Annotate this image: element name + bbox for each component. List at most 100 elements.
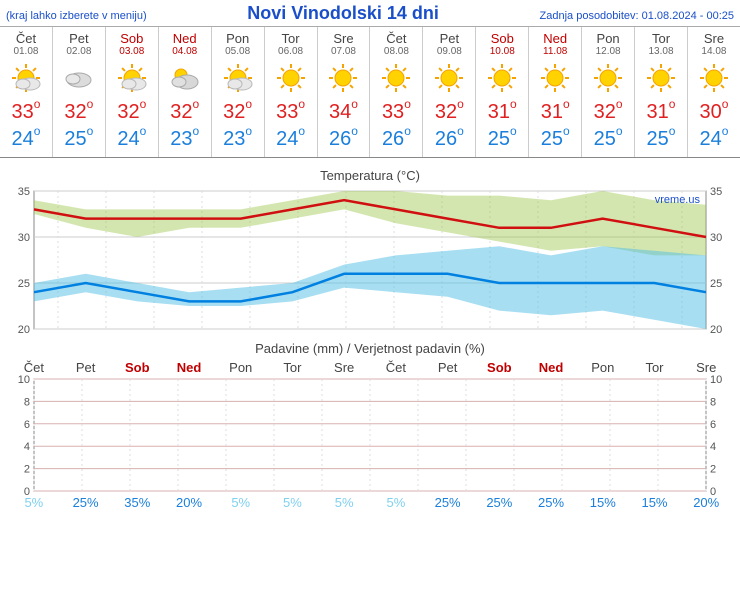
day-name: Pon <box>582 31 634 46</box>
precip-percent: 25% <box>60 495 112 510</box>
forecast-day: Ned11.08 31o 25o <box>529 27 582 157</box>
high-temp: 32o <box>53 101 105 124</box>
weather-icon <box>635 61 687 95</box>
day-date: 11.08 <box>529 46 581 57</box>
day-name: Pet <box>53 31 105 46</box>
svg-text:35: 35 <box>18 186 30 198</box>
day-date: 13.08 <box>635 46 687 57</box>
svg-text:0: 0 <box>710 486 716 495</box>
precip-percent: 5% <box>318 495 370 510</box>
svg-text:vreme.us: vreme.us <box>655 194 701 206</box>
day-date: 01.08 <box>0 46 52 57</box>
weather-icon <box>53 61 105 95</box>
weather-icon <box>529 61 581 95</box>
weather-icon <box>265 61 317 95</box>
forecast-day: Pon05.0832o23o <box>212 27 265 157</box>
menu-note: (kraj lahko izberete v meniju) <box>6 10 147 22</box>
precip-chart-title: Padavine (mm) / Verjetnost padavin (%) <box>6 341 734 356</box>
svg-text:8: 8 <box>24 396 30 408</box>
precip-percent: 20% <box>163 495 215 510</box>
svg-text:20: 20 <box>18 324 30 335</box>
precip-percent: 5% <box>267 495 319 510</box>
svg-text:25: 25 <box>18 278 30 290</box>
high-temp: 32o <box>423 101 475 124</box>
precip-percent: 25% <box>525 495 577 510</box>
precip-percent: 35% <box>111 495 163 510</box>
high-temp: 32o <box>582 101 634 124</box>
temperature-chart: 2020252530303535vreme.us <box>6 185 734 335</box>
high-temp: 31o <box>476 101 528 124</box>
precip-day-label: Ned <box>525 360 577 375</box>
precip-day-label: Pon <box>577 360 629 375</box>
low-temp: 26o <box>370 128 422 151</box>
svg-text:30: 30 <box>710 232 722 244</box>
weather-icon <box>159 61 211 95</box>
svg-text:10: 10 <box>710 375 722 386</box>
low-temp: 24o <box>0 128 52 151</box>
updated-label: Zadnja posodobitev: 01.08.2024 - 00:25 <box>540 10 734 22</box>
high-temp: 32o <box>159 101 211 124</box>
low-temp: 25o <box>53 128 105 151</box>
precip-percent: 15% <box>629 495 681 510</box>
day-date: 03.08 <box>106 46 158 57</box>
forecast-day: Tor13.08 31o 25o <box>635 27 688 157</box>
precip-percent: 5% <box>8 495 60 510</box>
high-temp: 30o <box>688 101 740 124</box>
weather-icon <box>688 61 740 95</box>
day-date: 06.08 <box>265 46 317 57</box>
forecast-days-row: Čet01.0833o24oPet02.0832o25oSob03.0832o2… <box>0 26 740 158</box>
day-name: Ned <box>159 31 211 46</box>
low-temp: 26o <box>423 128 475 151</box>
forecast-day: Sob10.0831o25o <box>476 27 529 157</box>
precip-day-label: Sre <box>680 360 732 375</box>
weather-icon <box>0 61 52 95</box>
day-name: Pon <box>212 31 264 46</box>
svg-text:8: 8 <box>710 396 716 408</box>
precip-day-label: Sob <box>473 360 525 375</box>
precip-day-label: Čet <box>370 360 422 375</box>
high-temp: 33o <box>265 101 317 124</box>
day-date: 09.08 <box>423 46 475 57</box>
precip-day-label: Ned <box>163 360 215 375</box>
forecast-day: Pet02.08 32o 25o <box>53 27 106 157</box>
day-date: 14.08 <box>688 46 740 57</box>
forecast-day: Sob03.08 32o 24o <box>106 27 159 157</box>
svg-text:20: 20 <box>710 324 722 335</box>
low-temp: 25o <box>529 128 581 151</box>
precip-day-label: Pet <box>60 360 112 375</box>
day-date: 02.08 <box>53 46 105 57</box>
precip-day-label: Pet <box>422 360 474 375</box>
svg-text:0: 0 <box>24 486 30 495</box>
day-name: Sob <box>106 31 158 46</box>
precip-day-label: Sre <box>318 360 370 375</box>
day-date: 07.08 <box>318 46 370 57</box>
precip-day-label: Tor <box>267 360 319 375</box>
weather-icon <box>423 61 475 95</box>
svg-text:6: 6 <box>24 419 30 431</box>
temp-chart-title: Temperatura (°C) <box>6 168 734 183</box>
header: (kraj lahko izberete v meniju) Novi Vino… <box>0 0 740 26</box>
low-temp: 25o <box>635 128 687 151</box>
svg-text:4: 4 <box>24 441 30 453</box>
weather-icon <box>476 61 528 95</box>
high-temp: 31o <box>635 101 687 124</box>
precip-day-label: Čet <box>8 360 60 375</box>
precip-day-labels: ČetPetSobNedPonTorSreČetPetSobNedPonTorS… <box>6 360 734 375</box>
page-title: Novi Vinodolski 14 dni <box>147 3 540 24</box>
forecast-day: Čet01.0833o24o <box>0 27 53 157</box>
day-date: 12.08 <box>582 46 634 57</box>
precip-percent-row: 5%25%35%20%5%5%5%5%25%25%25%15%15%20% <box>6 495 734 510</box>
high-temp: 31o <box>529 101 581 124</box>
svg-text:10: 10 <box>18 375 30 386</box>
precipitation-chart: 00224466881010 <box>6 375 734 495</box>
low-temp: 24o <box>106 128 158 151</box>
precip-percent: 25% <box>422 495 474 510</box>
forecast-day: Pet09.0832o26o <box>423 27 476 157</box>
forecast-day: Pon12.0832o25o <box>582 27 635 157</box>
precip-day-label: Tor <box>629 360 681 375</box>
day-name: Ned <box>529 31 581 46</box>
forecast-day: Ned04.0832o23o <box>159 27 212 157</box>
high-temp: 32o <box>106 101 158 124</box>
day-name: Tor <box>635 31 687 46</box>
low-temp: 23o <box>159 128 211 151</box>
